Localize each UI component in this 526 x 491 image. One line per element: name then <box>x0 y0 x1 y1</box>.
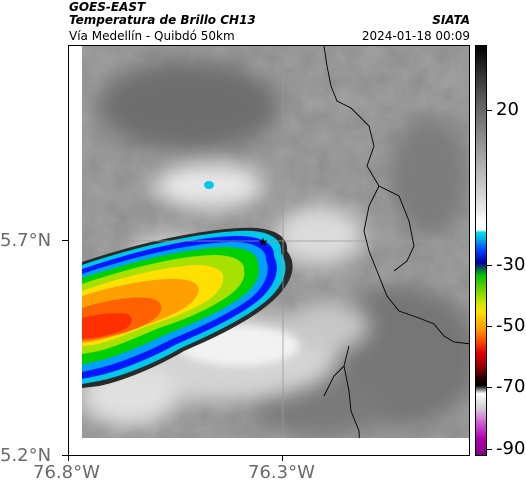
colorbar-label: 20 <box>496 99 519 120</box>
satellite-map: ★ <box>68 45 470 456</box>
colorbar-label: -90 <box>496 438 526 459</box>
colorbar-tick <box>487 449 492 450</box>
agency-label: GOES-EAST <box>69 0 146 14</box>
colorbar-label: -50 <box>496 315 526 336</box>
colorbar-tick <box>487 326 492 327</box>
lat-tickmark <box>62 455 68 456</box>
boundary-line <box>378 185 415 272</box>
lat-label: 5.2°N <box>0 445 52 466</box>
colorbar-tick <box>487 265 492 266</box>
boundary-line <box>323 46 469 345</box>
product-title: Temperatura de Brillo CH13 <box>69 13 256 27</box>
lon-tickmark <box>68 456 69 461</box>
org-label: SIATA <box>432 13 470 27</box>
colorbar-tick <box>487 110 492 111</box>
datetime-label: 2024-01-18 00:09 <box>361 29 470 43</box>
route-subtitle: Vía Medellín - Quibdó 50km <box>69 29 235 43</box>
boundary-line <box>323 365 345 397</box>
colorbar-tick <box>487 387 492 388</box>
lon-tickmark <box>282 456 283 461</box>
lat-label: 5.7°N <box>0 230 52 251</box>
boundary-line <box>343 345 361 455</box>
colorbar-label: -30 <box>496 254 526 275</box>
brightness-temperature-field: ★ <box>69 46 469 455</box>
lon-label: 76.3°W <box>248 462 315 483</box>
lon-label: 76.8°W <box>33 462 100 483</box>
colorbar <box>475 45 487 456</box>
lat-tickmark <box>62 240 68 241</box>
colorbar-label: -70 <box>496 376 526 397</box>
station-star-marker: ★ <box>258 235 269 249</box>
